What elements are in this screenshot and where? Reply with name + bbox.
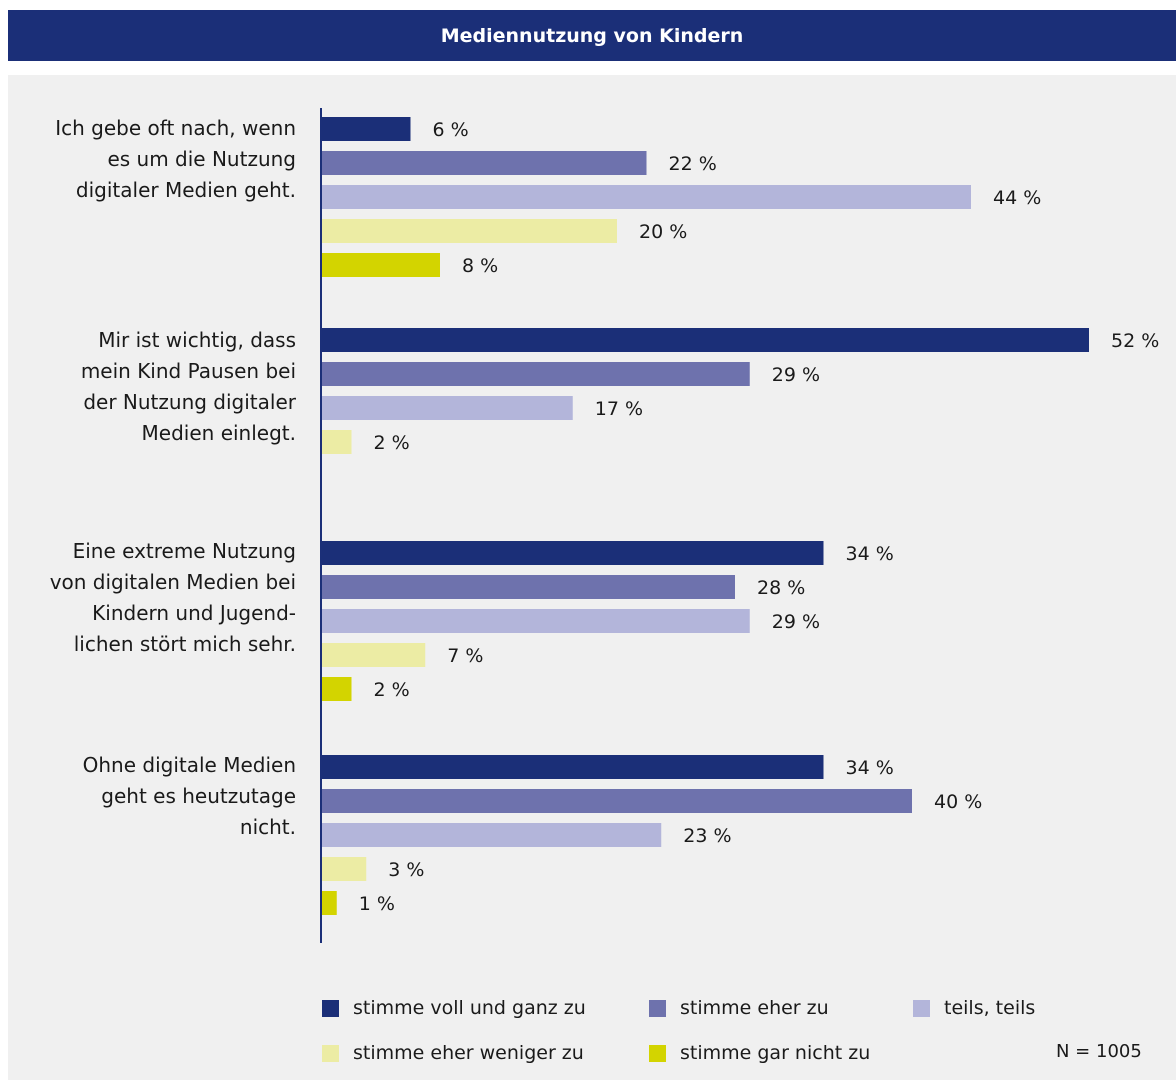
bar [322, 609, 750, 633]
category-label-line: Medien einlegt. [141, 421, 296, 445]
data-label: 34 % [846, 543, 894, 565]
bar [322, 823, 662, 847]
category-label-line: lichen stört mich sehr. [73, 632, 296, 656]
bar [322, 857, 367, 881]
data-label: 40 % [934, 791, 982, 813]
category-label-line: von digitalen Medien bei [49, 570, 296, 594]
data-label: 28 % [757, 577, 805, 599]
data-label: 2 % [374, 432, 410, 454]
legend-label: stimme eher zu [680, 997, 829, 1019]
bar [322, 396, 573, 420]
bar [322, 789, 912, 813]
bar [322, 677, 352, 701]
chart-title: Mediennutzung von Kindern [440, 24, 744, 47]
data-label: 1 % [359, 893, 395, 915]
category-label-line: es um die Nutzung [107, 147, 296, 171]
data-label: 23 % [683, 825, 731, 847]
data-label: 44 % [993, 187, 1041, 209]
data-label: 52 % [1111, 330, 1159, 352]
legend-label: stimme voll und ganz zu [353, 997, 586, 1019]
category-label: Ohne digitale Medien geht es heutzutage ni… [0, 750, 296, 843]
category-label-line: Kindern und Jugend- [92, 601, 296, 625]
sample-size-note: N = 1005 [1056, 1041, 1142, 1062]
category-label-line: mein Kind Pausen bei [80, 359, 296, 383]
category-label-line: nicht. [239, 815, 296, 839]
data-label: 17 % [595, 398, 643, 420]
data-label: 29 % [772, 364, 820, 386]
bar [322, 541, 824, 565]
category-label-line: Ich gebe oft nach, wenn [55, 116, 296, 140]
bar [322, 219, 617, 243]
bar [322, 362, 750, 386]
legend-item: stimme eher weniger zu [322, 1042, 584, 1064]
data-label: 8 % [462, 255, 498, 277]
data-label: 7 % [447, 645, 483, 667]
data-label: 3 % [388, 859, 424, 881]
bar [322, 185, 971, 209]
legend-item: teils, teils [913, 997, 1035, 1019]
legend-swatch [322, 999, 339, 1017]
data-label: 6 % [433, 119, 469, 141]
data-label: 2 % [374, 679, 410, 701]
bar [322, 755, 824, 779]
legend-swatch [649, 1044, 666, 1062]
bar [322, 117, 411, 141]
legend-item: stimme voll und ganz zu [322, 997, 586, 1019]
category-label-line: der Nutzung digitaler [83, 390, 296, 414]
chart-title-bar: Mediennutzung von Kindern [8, 10, 1176, 61]
legend-label: teils, teils [944, 997, 1036, 1019]
bar [322, 253, 440, 277]
category-label-line: Mir ist wichtig, dass [98, 328, 296, 352]
category-label: Eine extreme Nutzung von digitalen Medien… [0, 536, 296, 660]
legend-label: stimme eher weniger zu [353, 1042, 584, 1064]
legend-item: stimme gar nicht zu [649, 1042, 870, 1064]
bar [322, 643, 426, 667]
data-label: 34 % [846, 757, 894, 779]
bar [322, 430, 352, 454]
legend-swatch [649, 999, 666, 1017]
category-label: Ich gebe oft nach, wenn es um die Nutzung… [0, 113, 296, 206]
data-label: 20 % [639, 221, 687, 243]
category-label-line: digitaler Medien geht. [75, 178, 296, 202]
data-label: 29 % [772, 611, 820, 633]
legend-swatch [913, 999, 930, 1017]
category-label-line: Eine extreme Nutzung [72, 539, 296, 563]
bar [322, 575, 735, 599]
category-label-line: Ohne digitale Medien [82, 753, 296, 777]
category-label: Mir ist wichtig, dass mein Kind Pausen be… [0, 325, 296, 449]
legend-item: stimme eher zu [649, 997, 829, 1019]
legend-label: stimme gar nicht zu [680, 1042, 871, 1064]
bar [322, 151, 647, 175]
data-label: 22 % [669, 153, 717, 175]
category-label-line: geht es heutzutage [101, 784, 296, 808]
bar [322, 891, 337, 915]
bar [322, 328, 1089, 352]
legend-swatch [322, 1044, 339, 1062]
